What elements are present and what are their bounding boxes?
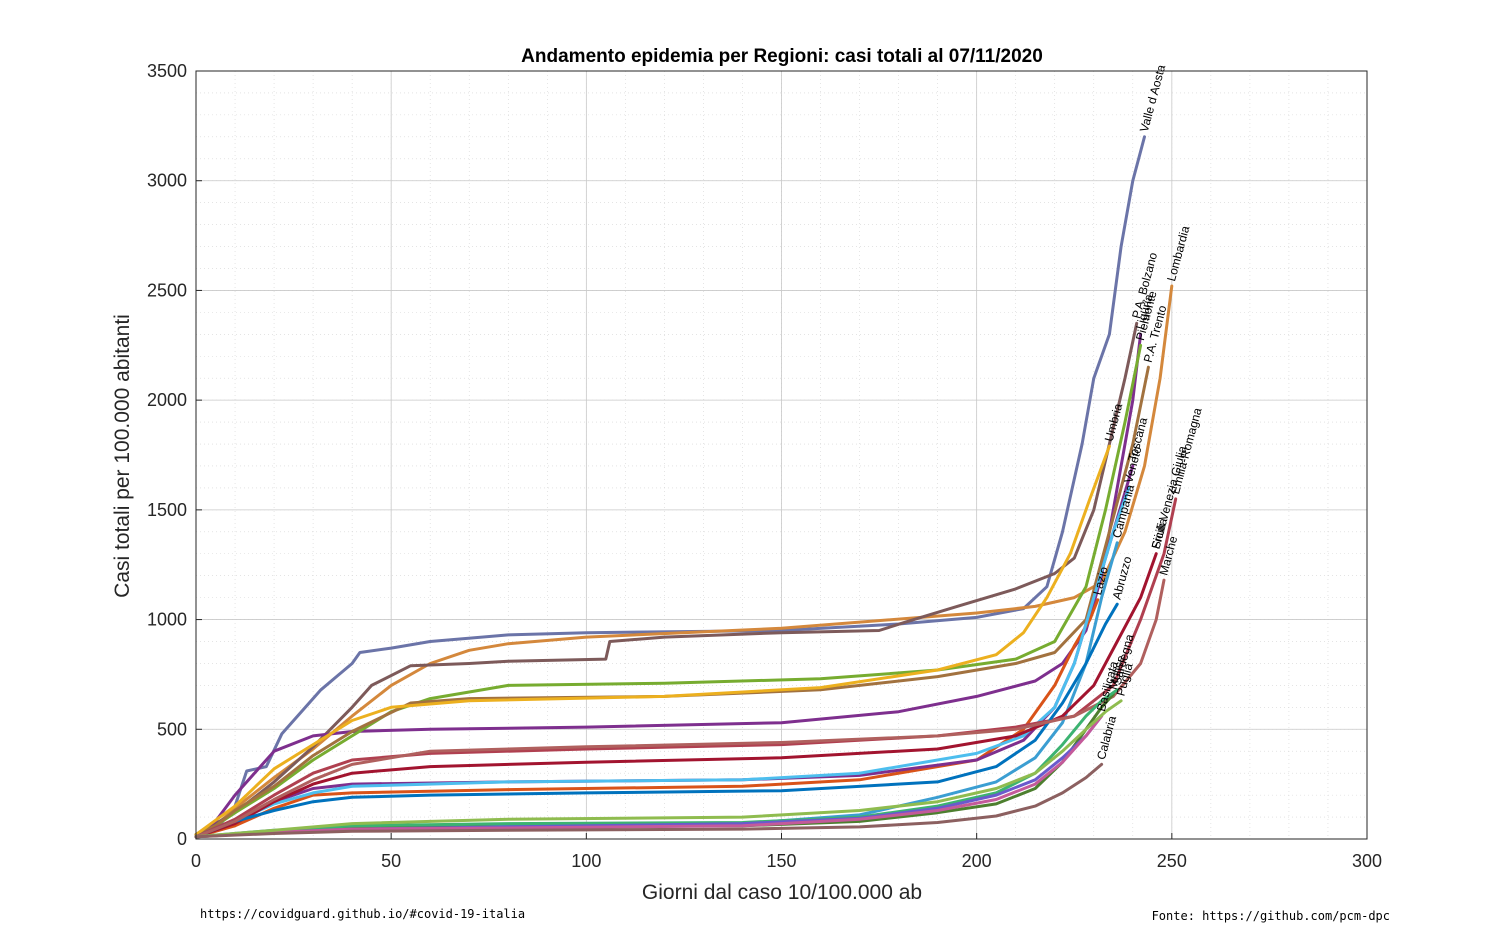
series-line-emilia-romagna xyxy=(194,497,1178,839)
series-line-sardegna xyxy=(194,688,1119,839)
series-lines xyxy=(194,135,1178,839)
series-line-friuli-venezia-giulia xyxy=(194,552,1158,839)
series-line-basilicata xyxy=(194,714,1104,839)
y-axis-label: Casi totali per 100.000 abitanti xyxy=(111,314,134,598)
region-label: Lombardia xyxy=(1164,224,1192,283)
x-tick-label: 0 xyxy=(191,851,201,871)
region-label: Valle d Aosta xyxy=(1137,63,1169,134)
x-axis-label: Giorni dal caso 10/100.000 ab xyxy=(642,881,922,904)
y-tick-label: 1500 xyxy=(147,500,187,520)
y-tick-label: 2500 xyxy=(147,280,187,300)
x-tick-label: 100 xyxy=(571,851,601,871)
series-line-abruzzo xyxy=(194,602,1119,839)
x-tick-label: 150 xyxy=(766,851,796,871)
y-tick-label: 2000 xyxy=(147,390,187,410)
x-tick-label: 50 xyxy=(381,851,401,871)
chart-title: Andamento epidemia per Regioni: casi tot… xyxy=(521,46,1043,67)
footer-source-link: https://covidguard.github.io/#covid-19-i… xyxy=(200,907,526,921)
series-line-veneto xyxy=(194,486,1131,839)
y-tick-label: 3000 xyxy=(147,171,187,191)
y-tick-label: 0 xyxy=(177,829,187,849)
x-tick-label: 250 xyxy=(1157,851,1187,871)
x-tick-label: 300 xyxy=(1352,851,1382,871)
axis-ticks: 0 50 100 150 200 250 3000500100015002000250030… xyxy=(147,61,1382,871)
series-line-lazio xyxy=(194,598,1100,839)
series-line-p-a-bolzano xyxy=(194,321,1139,837)
series-line-calabria xyxy=(194,762,1104,839)
series-line-lombardia xyxy=(194,284,1174,837)
series-line-puglia xyxy=(194,699,1123,839)
y-tick-label: 500 xyxy=(157,719,187,739)
series-line-umbria xyxy=(194,444,1111,837)
y-tick-label: 1000 xyxy=(147,610,187,630)
y-tick-label: 3500 xyxy=(147,61,187,81)
series-line-marche xyxy=(194,578,1166,839)
x-tick-label: 200 xyxy=(962,851,992,871)
footer-data-credit: Fonte: https://github.com/pcm-dpc xyxy=(1151,909,1390,923)
series-line-piemonte xyxy=(194,343,1143,837)
